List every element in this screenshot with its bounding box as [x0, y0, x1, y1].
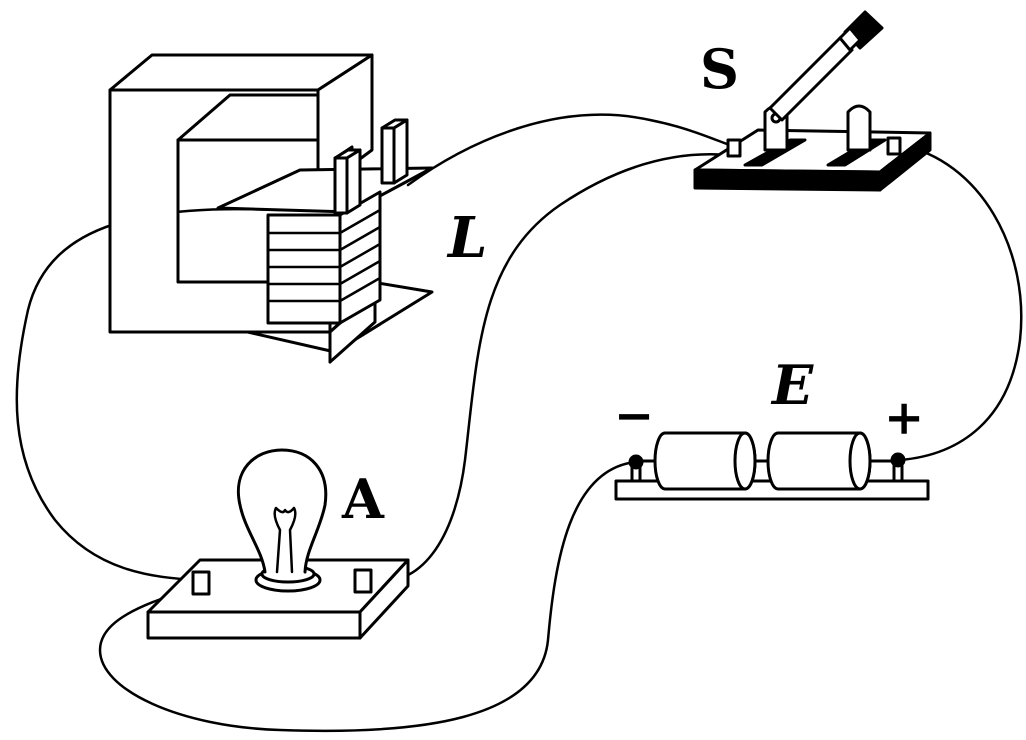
coil-terminal-posts: [333, 118, 409, 215]
wire-inductor-to-switch: [406, 113, 737, 187]
lamp-terminal-left: [191, 570, 211, 596]
battery-minus-label: −: [614, 388, 655, 444]
battery-minus-terminal: [628, 454, 644, 470]
lamp-holder-front: [146, 610, 362, 640]
battery-label: E: [772, 353, 814, 417]
wire-switch-to-battery-plus: [898, 143, 1023, 462]
inductor: [108, 53, 434, 364]
coil-terminal-platform: [216, 166, 434, 214]
knife-switch: [693, 10, 932, 192]
wires: [15, 113, 1023, 733]
wire-battery-minus-to-lamp: [98, 460, 637, 733]
wire-lamp-to-switch: [368, 153, 740, 583]
switch-base-side: [878, 131, 932, 192]
battery: [614, 431, 930, 501]
switch-base-front: [693, 168, 882, 192]
battery-plus-label: +: [884, 390, 925, 446]
switch-blade: [768, 36, 854, 122]
battery-plus-terminal: [890, 452, 906, 468]
coil: [266, 190, 382, 325]
switch-contact-clip: [846, 104, 872, 152]
bulb-filament: [273, 506, 297, 574]
switch-terminal-right: [886, 136, 902, 156]
inductor-label: L: [448, 205, 488, 271]
lamp-label: A: [342, 467, 384, 531]
coil-front: [266, 213, 342, 325]
lamp-holder-side: [358, 558, 410, 640]
lamp-terminal-right: [353, 568, 373, 594]
coil-side: [338, 190, 382, 325]
switch-terminal-left: [726, 138, 742, 158]
switch-label: S: [700, 37, 739, 101]
lamp: [146, 448, 410, 640]
